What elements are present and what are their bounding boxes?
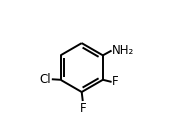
- Text: F: F: [112, 75, 119, 88]
- Text: Cl: Cl: [40, 73, 51, 86]
- Text: F: F: [79, 102, 86, 115]
- Text: NH₂: NH₂: [112, 44, 134, 57]
